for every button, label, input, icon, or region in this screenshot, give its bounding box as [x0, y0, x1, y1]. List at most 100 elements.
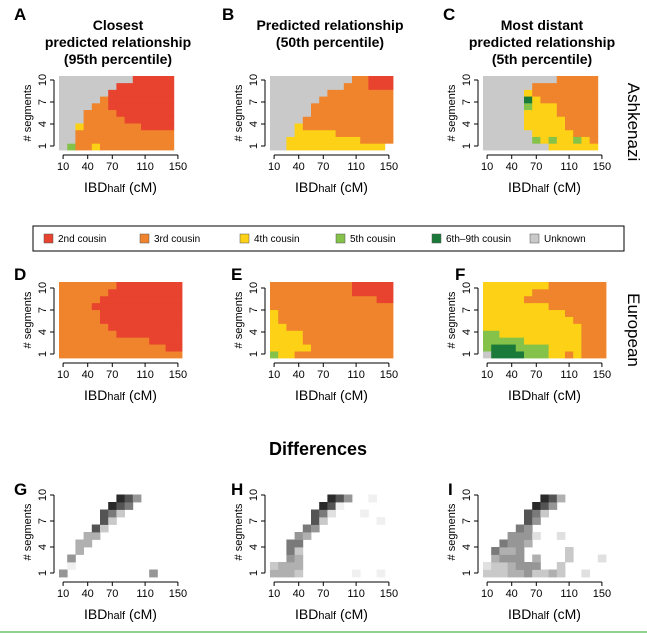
heatmap-cell	[360, 136, 369, 144]
heatmap-cell	[597, 282, 607, 290]
heatmap-cell	[108, 502, 117, 510]
heatmap-cell	[124, 288, 134, 297]
heatmap-cell	[75, 288, 84, 297]
heatmap-cell	[100, 351, 109, 359]
heatmap-cell	[294, 316, 304, 324]
heatmap-cell	[132, 76, 142, 84]
heatmap-cell	[507, 82, 517, 90]
heatmap-cell	[524, 129, 533, 137]
legend-label: 6th–9th cousin	[446, 234, 511, 245]
heatmap-cell	[589, 337, 599, 345]
heatmap-cell	[540, 494, 549, 503]
heatmap-cell	[532, 288, 541, 297]
heatmap-cell	[286, 129, 295, 137]
section-title-differences: Differences	[269, 439, 367, 459]
heatmap-cell	[556, 136, 566, 144]
heatmap-cell	[491, 330, 500, 338]
heatmap-cell	[116, 351, 125, 359]
heatmap-cell	[327, 502, 336, 510]
legend-swatch	[43, 233, 54, 244]
heatmap-cell	[83, 123, 93, 131]
heatmap-cell	[565, 116, 574, 124]
heatmap-cell	[507, 316, 517, 324]
heatmap-cell	[515, 288, 525, 297]
heatmap-cell	[75, 143, 84, 151]
heatmap-cell	[108, 136, 117, 144]
heatmap-cell	[556, 123, 566, 131]
heatmap-cell	[83, 316, 93, 324]
heatmap-cell	[384, 309, 394, 317]
heatmap-cell	[75, 116, 84, 124]
heatmap-cell	[311, 330, 320, 338]
heatmap-cell	[507, 295, 517, 304]
heatmap-cell	[376, 109, 386, 117]
heatmap-cell	[116, 136, 125, 144]
heatmap-cell	[67, 282, 76, 290]
heatmap-cell	[149, 89, 158, 97]
heatmap-cell	[59, 316, 68, 324]
heatmap-cell	[91, 351, 101, 359]
heatmap-cell	[515, 102, 525, 111]
heatmap-cell	[483, 351, 492, 359]
heatmap-cell	[141, 82, 150, 90]
heatmap-cell	[311, 351, 320, 359]
panel-letter-H: H	[231, 480, 243, 499]
heatmap-cell	[59, 309, 68, 317]
heatmap-cell	[507, 302, 517, 311]
heatmap-cell	[384, 89, 394, 97]
row-label-ashkenazi: Ashkenazi	[624, 83, 643, 161]
heatmap-cell	[165, 76, 175, 84]
heatmap-cell	[368, 123, 377, 131]
heatmap-cell	[384, 282, 394, 290]
heatmap-cell	[368, 302, 377, 311]
heatmap-cell	[565, 295, 574, 304]
heatmap-cell	[540, 316, 549, 324]
heatmap-cell	[352, 116, 361, 124]
heatmap-cell	[524, 517, 533, 525]
heatmap-cell	[116, 129, 125, 137]
heatmap-cell	[532, 309, 541, 317]
heatmap-cell	[360, 309, 369, 317]
heatmap-cell	[149, 323, 158, 331]
heatmap-cell	[532, 316, 541, 324]
heatmap-cell	[165, 288, 175, 297]
heatmap-cell	[556, 494, 566, 503]
heatmap-cell	[270, 562, 279, 570]
heatmap-cell	[108, 288, 117, 297]
heatmap-cell	[294, 309, 304, 317]
heatmap-cell	[327, 89, 336, 97]
heatmap-cell	[108, 123, 117, 131]
heatmap-cell	[91, 123, 101, 131]
heatmap-cell	[124, 330, 134, 338]
x-axis-label: IBDhalf (cM)	[508, 606, 581, 622]
heatmap-cell	[108, 323, 117, 331]
heatmap-cell	[165, 282, 175, 290]
heatmap-cell	[573, 351, 582, 359]
heatmap-cell	[302, 302, 312, 311]
y-tick-label: 1	[461, 570, 473, 576]
heatmap-cell	[59, 337, 68, 345]
heatmap-cell	[548, 344, 558, 352]
y-axis-label: # segments	[22, 84, 34, 141]
heatmap-cell	[157, 96, 166, 104]
heatmap-cell	[532, 569, 541, 578]
heatmap-cell	[491, 123, 500, 131]
heatmap-cell	[124, 316, 134, 324]
heatmap-cell	[556, 569, 566, 578]
heatmap-cell	[499, 89, 508, 97]
heatmap-cell	[173, 344, 183, 352]
x-tick-label: 70	[530, 369, 542, 381]
heatmap-cell	[524, 539, 533, 548]
heatmap-cell	[149, 123, 158, 131]
heatmap-cell	[302, 337, 312, 345]
heatmap-cell	[524, 330, 533, 338]
heatmap-cell	[132, 136, 142, 144]
heatmap-cell	[483, 562, 492, 570]
heatmap-cell	[556, 129, 566, 137]
y-tick-label: 1	[248, 351, 260, 357]
heatmap-cell	[286, 116, 295, 124]
heatmap-cell	[132, 116, 142, 124]
y-tick-label: 10	[37, 489, 49, 501]
heatmap-cell	[540, 96, 549, 104]
heatmap-cell	[483, 129, 492, 137]
